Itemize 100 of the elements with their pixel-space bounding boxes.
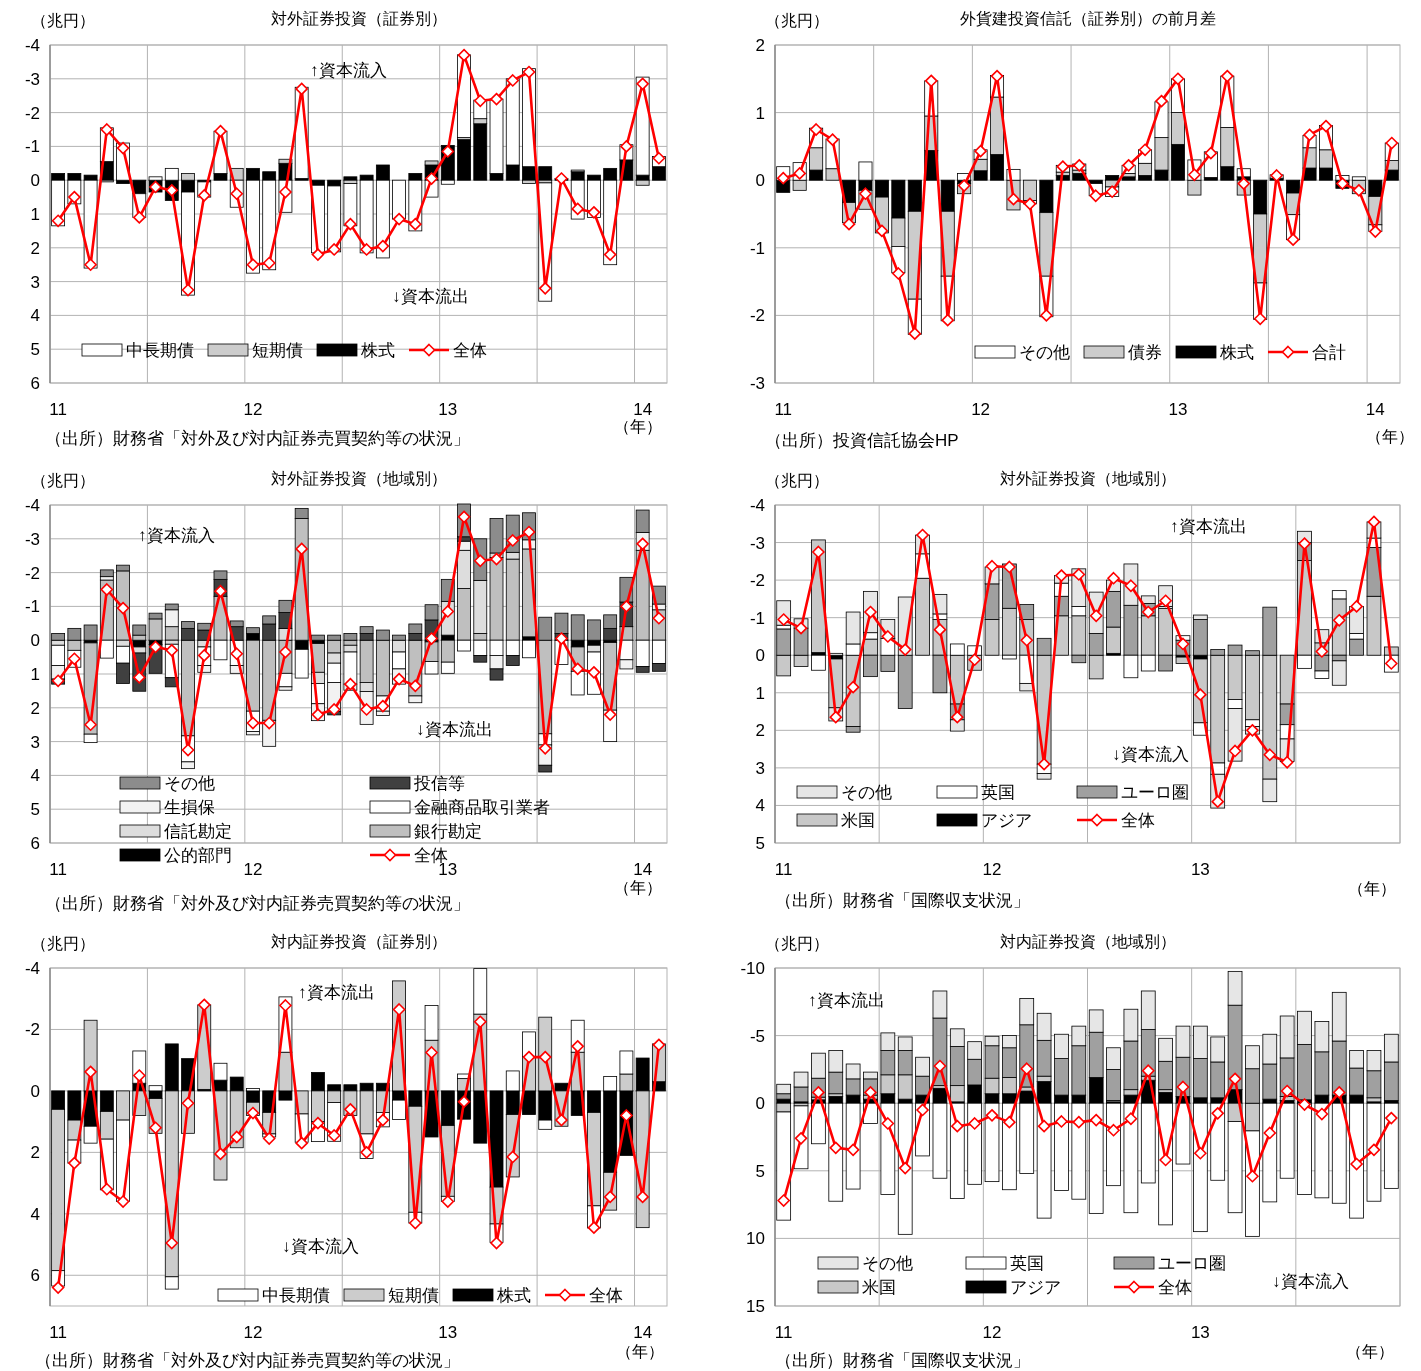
y-tick-label: 6 xyxy=(30,374,40,393)
legend-label: 銀行勘定 xyxy=(414,822,482,841)
y-tick-label: -5 xyxy=(749,1026,765,1046)
legend-label: 全体 xyxy=(589,1286,623,1305)
y-tick-label: -2 xyxy=(749,306,765,326)
x-tick-label: 11 xyxy=(774,400,793,419)
y-tick-label: -3 xyxy=(24,529,40,549)
y-tick-label: 1 xyxy=(30,205,40,224)
chart-title: 対内証券投資（証券別） xyxy=(270,933,447,950)
legend-label: ユーロ圏 xyxy=(1158,1254,1226,1273)
x-axis-title: （年） xyxy=(1346,1343,1394,1360)
legend-label: 米国 xyxy=(841,811,875,830)
y-tick-label: 5 xyxy=(755,834,765,853)
x-tick-label: 13 xyxy=(438,400,458,419)
y-tick-label: -4 xyxy=(24,36,40,55)
legend-label: 全体 xyxy=(414,846,448,865)
x-axis-title: （年） xyxy=(1348,880,1396,897)
x-axis-title: （年） xyxy=(614,879,662,896)
y-tick-label: -10 xyxy=(740,959,765,978)
legend-label: 株式 xyxy=(1219,343,1254,362)
legend-label: アジア xyxy=(1010,1278,1061,1297)
annotation: ↑資本流出 xyxy=(298,983,375,1002)
y-axis-title: （兆円） xyxy=(31,472,95,489)
y-tick-label: 2 xyxy=(755,721,765,741)
legend-label: 短期債 xyxy=(252,341,303,360)
y-tick-label: 6 xyxy=(30,834,40,853)
y-tick-label: 5 xyxy=(30,800,40,820)
legend-label: 英国 xyxy=(1010,1254,1044,1273)
chart-title: 対外証券投資（証券別） xyxy=(270,10,447,27)
y-tick-label: 0 xyxy=(30,171,40,191)
x-axis-title: （年） xyxy=(616,1343,664,1360)
legend-label: アジア xyxy=(981,811,1032,830)
x-tick-label: 11 xyxy=(774,860,793,879)
x-tick-label: 14 xyxy=(1365,400,1385,419)
legend-label: 信託勘定 xyxy=(164,822,232,841)
x-tick-label: 11 xyxy=(774,1323,793,1342)
y-tick-label: 5 xyxy=(30,340,40,360)
y-tick-label: 6 xyxy=(30,1266,40,1286)
annotation: ↑資本流入 xyxy=(138,526,215,545)
annotation: ↓資本流出 xyxy=(392,287,469,306)
y-tick-label: -3 xyxy=(749,533,765,553)
x-tick-label: 11 xyxy=(49,400,67,419)
y-tick-label: 5 xyxy=(755,1161,765,1181)
chart-title: 対外証券投資（地域別） xyxy=(999,470,1176,487)
x-tick-label: 13 xyxy=(438,1323,458,1342)
x-tick-label: 13 xyxy=(1168,400,1188,419)
x-tick-label: 12 xyxy=(243,1323,263,1342)
annotation: ↓資本流入 xyxy=(1112,745,1189,764)
y-tick-label: 4 xyxy=(30,766,40,786)
legend-label: ユーロ圏 xyxy=(1121,783,1189,802)
x-tick-label: 12 xyxy=(971,400,991,419)
y-tick-label: -4 xyxy=(24,496,40,515)
x-tick-label: 12 xyxy=(243,860,263,879)
chart-title: 対内証券投資（地域別） xyxy=(999,933,1176,950)
y-axis-title: （兆円） xyxy=(765,935,829,952)
chart-title: 対外証券投資（地域別） xyxy=(270,470,447,487)
y-tick-label: 1 xyxy=(755,103,765,123)
x-tick-label: 13 xyxy=(1190,1323,1210,1342)
y-tick-label: -2 xyxy=(749,571,765,591)
legend-label: 全体 xyxy=(1158,1278,1192,1297)
y-tick-label: 2 xyxy=(30,698,40,718)
text: （出所）財務省「対外及び対内証券売買契約等の状況」 xyxy=(45,894,470,913)
annotation: ↑資本流入 xyxy=(310,61,387,80)
x-axis-title: （年） xyxy=(1366,428,1414,445)
legend-label: 米国 xyxy=(862,1278,896,1297)
legend-label: 全体 xyxy=(453,341,487,360)
y-tick-label: -1 xyxy=(24,137,40,157)
y-tick-label: 2 xyxy=(755,36,765,55)
y-axis-title: （兆円） xyxy=(765,472,829,489)
annotation: ↑資本流出 xyxy=(1170,517,1247,536)
legend-label: 株式 xyxy=(496,1286,531,1305)
y-tick-label: 0 xyxy=(30,631,40,651)
y-tick-label: 3 xyxy=(30,272,40,292)
y-tick-label: 3 xyxy=(755,758,765,778)
y-tick-label: -3 xyxy=(749,374,765,393)
y-tick-label: -1 xyxy=(749,238,765,258)
y-tick-label: 15 xyxy=(746,1297,765,1316)
text: （出所）財務省「対外及び対内証券売買契約等の状況」 xyxy=(35,1351,460,1370)
y-axis-title: （兆円） xyxy=(31,12,95,29)
legend-label: 英国 xyxy=(981,783,1015,802)
y-tick-label: 2 xyxy=(30,238,40,258)
y-tick-label: -4 xyxy=(24,959,40,978)
y-axis-title: （兆円） xyxy=(765,12,829,29)
y-tick-label: -1 xyxy=(24,597,40,617)
y-tick-label: 1 xyxy=(30,665,40,684)
text: （出所）財務省「国際収支状況」 xyxy=(775,1351,1030,1370)
annotation: ↓資本流入 xyxy=(282,1237,359,1256)
text: （出所）財務省「対外及び対内証券売買契約等の状況」 xyxy=(45,429,470,448)
y-tick-label: 0 xyxy=(755,1094,765,1114)
legend-label: 全体 xyxy=(1121,811,1155,830)
x-tick-label: 12 xyxy=(982,860,1002,879)
annotation: ↓資本流入 xyxy=(1272,1272,1349,1291)
x-tick-label: 14 xyxy=(633,860,653,879)
legend-label: その他 xyxy=(862,1254,913,1273)
y-tick-label: -2 xyxy=(24,1020,40,1040)
legend-label: 中長期債 xyxy=(126,341,194,360)
legend-label: その他 xyxy=(1019,343,1070,362)
x-tick-label: 14 xyxy=(633,400,653,419)
x-tick-label: 11 xyxy=(49,860,67,879)
y-tick-label: -2 xyxy=(24,103,40,123)
